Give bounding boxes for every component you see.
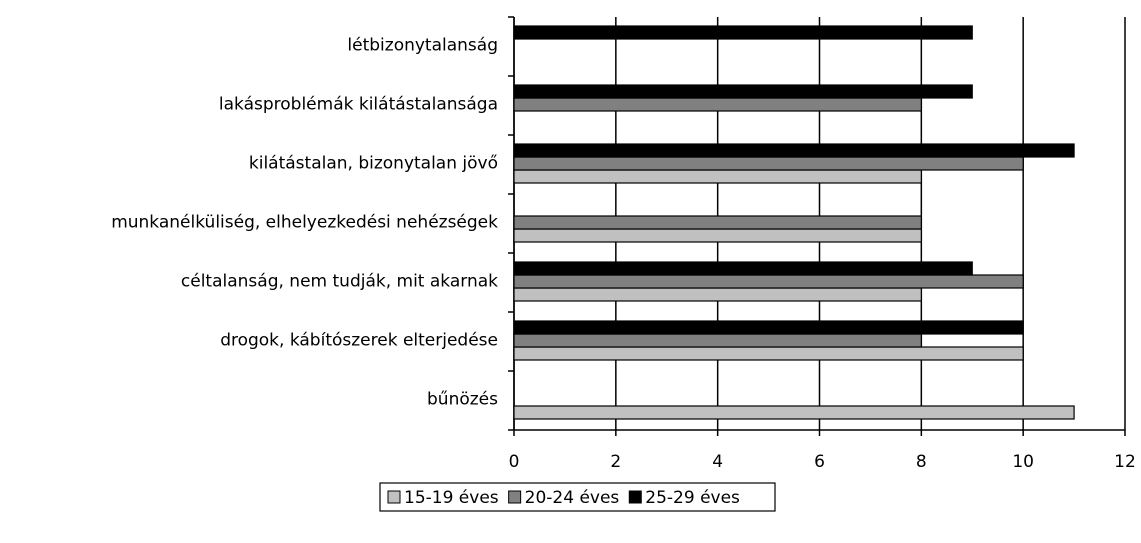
bar <box>513 228 922 243</box>
bar <box>513 84 973 99</box>
bar <box>513 405 1075 420</box>
bar <box>513 143 1075 158</box>
bar <box>513 215 922 230</box>
legend-swatch <box>508 490 522 504</box>
y-tick-label: bűnözés <box>427 390 498 410</box>
y-tick-label: kilátástalan, bizonytalan jövő <box>249 154 498 174</box>
bar <box>513 287 922 302</box>
y-tick-label: munkanélküliség, elhelyezkedési nehézség… <box>111 213 498 233</box>
legend-label: 25-29 éves <box>645 488 740 508</box>
legend-box <box>379 482 776 512</box>
legend-label: 15-19 éves <box>404 488 499 508</box>
y-tick-label: drogok, kábítószerek elterjedése <box>220 331 498 351</box>
bar <box>513 320 1024 335</box>
y-tick-label: céltalanság, nem tudják, mit akarnak <box>181 272 498 292</box>
x-tick-label: 2 <box>610 452 621 472</box>
bar <box>513 261 973 276</box>
bar <box>513 333 922 348</box>
x-tick-label: 4 <box>712 452 723 472</box>
y-tick-label: lakásproblémák kilátástalansága <box>219 95 498 115</box>
x-tick-label: 0 <box>509 452 520 472</box>
legend-swatch <box>387 490 401 504</box>
y-tick-label: létbizonytalanság <box>347 36 498 56</box>
x-tick-label: 6 <box>814 452 825 472</box>
bar <box>513 346 1024 361</box>
legend-swatch <box>628 490 642 504</box>
bar <box>513 169 922 184</box>
bar <box>513 156 1024 171</box>
bar <box>513 274 1024 289</box>
x-tick-label: 12 <box>1114 452 1136 472</box>
legend-label: 20-24 éves <box>525 488 620 508</box>
x-tick-label: 8 <box>916 452 927 472</box>
bar <box>513 25 973 40</box>
bar <box>513 97 922 112</box>
x-tick-label: 10 <box>1012 452 1034 472</box>
